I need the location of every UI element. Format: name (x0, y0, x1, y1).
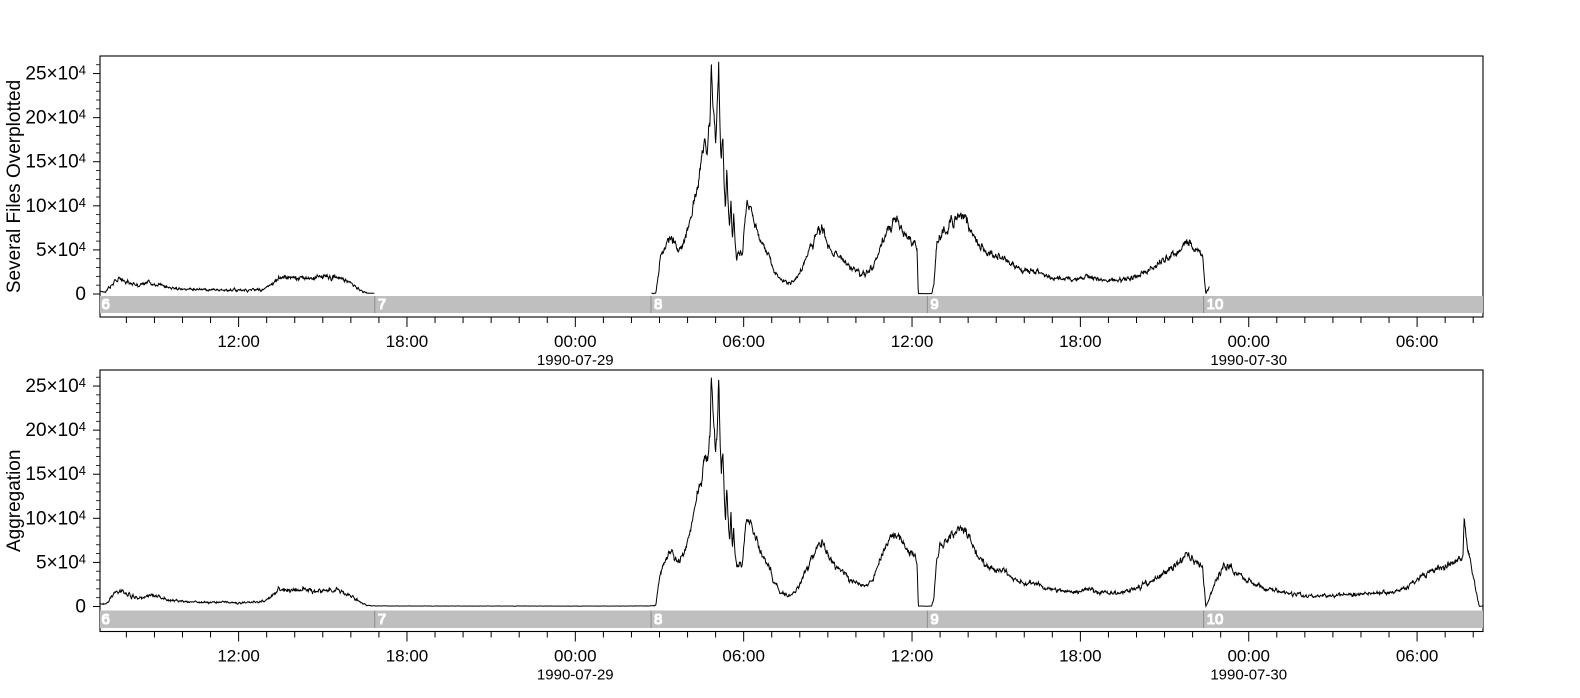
svg-text:8: 8 (654, 296, 662, 313)
svg-text:5×104: 5×104 (36, 552, 86, 574)
svg-text:1990-07-30: 1990-07-30 (1210, 667, 1287, 684)
svg-text:06:00: 06:00 (722, 647, 765, 666)
svg-text:10×104: 10×104 (25, 195, 86, 217)
svg-text:10×104: 10×104 (25, 508, 86, 530)
svg-text:10: 10 (1207, 296, 1224, 313)
svg-text:25×104: 25×104 (25, 63, 86, 85)
svg-text:7: 7 (378, 611, 386, 628)
svg-text:9: 9 (930, 296, 938, 313)
svg-text:00:00: 00:00 (1227, 332, 1270, 351)
svg-text:18:00: 18:00 (1059, 647, 1102, 666)
svg-text:20×104: 20×104 (25, 420, 86, 442)
svg-text:06:00: 06:00 (1396, 647, 1439, 666)
svg-text:00:00: 00:00 (1227, 647, 1270, 666)
svg-text:Aggregation: Aggregation (4, 450, 25, 552)
svg-text:8: 8 (654, 611, 662, 628)
svg-text:12:00: 12:00 (217, 332, 260, 351)
svg-text:20×104: 20×104 (25, 107, 86, 129)
svg-text:25×104: 25×104 (25, 376, 86, 398)
svg-text:Several Files Overplotted: Several Files Overplotted (4, 80, 25, 293)
svg-text:6: 6 (101, 611, 109, 628)
svg-text:00:00: 00:00 (554, 647, 597, 666)
svg-text:06:00: 06:00 (1396, 332, 1439, 351)
svg-text:1990-07-29: 1990-07-29 (537, 352, 614, 369)
svg-text:0: 0 (75, 284, 86, 305)
svg-text:00:00: 00:00 (554, 332, 597, 351)
svg-text:6: 6 (101, 296, 109, 313)
svg-text:18:00: 18:00 (1059, 332, 1102, 351)
svg-text:10: 10 (1207, 611, 1224, 628)
svg-text:15×104: 15×104 (25, 464, 86, 486)
svg-text:12:00: 12:00 (891, 332, 934, 351)
svg-text:15×104: 15×104 (25, 151, 86, 173)
svg-text:12:00: 12:00 (891, 647, 934, 666)
svg-text:9: 9 (930, 611, 938, 628)
svg-text:18:00: 18:00 (386, 332, 429, 351)
svg-text:12:00: 12:00 (217, 647, 260, 666)
svg-text:06:00: 06:00 (722, 332, 765, 351)
svg-text:1990-07-30: 1990-07-30 (1210, 352, 1287, 369)
svg-text:1990-07-29: 1990-07-29 (537, 667, 614, 684)
svg-text:5×104: 5×104 (36, 239, 86, 261)
svg-text:7: 7 (378, 296, 386, 313)
svg-text:18:00: 18:00 (386, 647, 429, 666)
svg-text:0: 0 (75, 597, 86, 618)
